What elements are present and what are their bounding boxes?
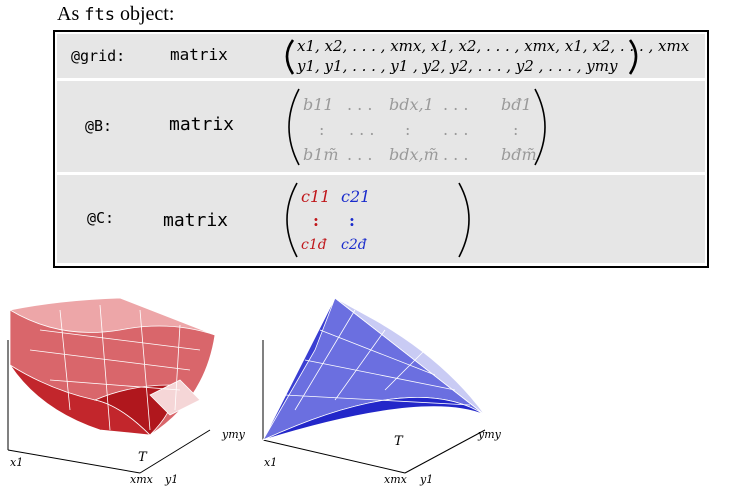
- slot-type-grid: matrix: [170, 45, 228, 64]
- red-plot-label-domain: T: [138, 450, 147, 465]
- slot-name-B: @B:: [85, 117, 113, 135]
- B-cell-3-3: bdx,m̃: [389, 145, 439, 164]
- B-matrix-brackets: [288, 88, 546, 166]
- B-vdots-2-5: :: [513, 120, 519, 139]
- grid-line-x: x1, x2, . . . , xmx, x1, x2, . . . , xmx…: [297, 37, 690, 55]
- C-cell-1-2: c21: [341, 187, 371, 206]
- grid-line-y: y1, y1, . . . , y1 , y2, y2, . . . , y2 …: [297, 57, 618, 75]
- grid-matrix-brackets: [285, 39, 638, 75]
- B-vdots-2-3: :: [405, 120, 411, 139]
- C-cell-3-1: c1đ: [301, 237, 327, 253]
- blue-plot-label-x-start: x1: [264, 456, 278, 469]
- slot-name-C: @C:: [87, 209, 115, 227]
- B-cell-1-1: b11: [303, 95, 334, 114]
- slot-name-grid: @grid:: [71, 47, 126, 65]
- B-vdots-2-1: :: [319, 120, 325, 139]
- red-plot-label-x-end: xmx: [130, 473, 153, 486]
- red-surface-plot: [7, 297, 216, 474]
- C-cell-1-1: c11: [301, 187, 331, 206]
- blue-plot-label-domain: T: [394, 434, 403, 449]
- red-plot-axes: [7, 340, 211, 474]
- slot-type-C: matrix: [163, 210, 229, 231]
- heading-code: fts: [84, 5, 115, 25]
- B-dots-3-2: . . .: [347, 145, 373, 164]
- blue-plot-axes: [262, 340, 486, 474]
- B-dots-1-2: . . .: [347, 95, 373, 114]
- red-plot-label-x-start: x1: [10, 456, 24, 469]
- red-plot-label-y-end: ymy: [222, 428, 245, 441]
- row-grid: @grid: matrix x1, x2, . . . , xmx, x1, x…: [57, 34, 705, 78]
- row-C: @C: matrix c11 c21 : : c1đ c2đ: [57, 175, 705, 263]
- red-plot-label-y-start: y1: [165, 473, 179, 486]
- C-vdots-2-1: :: [313, 211, 319, 230]
- blue-plot-label-y-start: y1: [420, 473, 434, 486]
- blue-surface-mesh: [262, 297, 486, 441]
- fts-slot-table: @grid: matrix x1, x2, . . . , xmx, x1, x…: [53, 30, 709, 268]
- B-cell-3-5: bđm̃: [501, 145, 537, 164]
- C-matrix-brackets: [286, 182, 470, 258]
- C-vdots-2-2: :: [349, 211, 355, 230]
- row-B: @B: matrix b11 . . . bdx,1 . . . bđ1 : .…: [57, 81, 705, 172]
- C-cell-3-2: c2đ: [341, 237, 367, 253]
- heading-prefix: As: [57, 3, 85, 25]
- B-cell-1-5: bđ1: [501, 95, 532, 114]
- B-dots-2-4: . . .: [443, 120, 469, 139]
- blue-plot-label-x-end: xmx: [384, 473, 407, 486]
- B-dots-1-4: . . .: [443, 95, 469, 114]
- blue-plot-label-y-end: ymy: [478, 428, 501, 441]
- B-dots-2-2: . . .: [349, 120, 375, 139]
- heading-suffix: object:: [114, 3, 175, 25]
- section-heading: As fts object:: [57, 3, 174, 26]
- B-cell-1-3: bdx,1: [389, 95, 434, 114]
- B-cell-3-1: b1m̃: [303, 145, 339, 164]
- red-surface-mesh: [8, 297, 216, 436]
- blue-surface-plot: [262, 297, 486, 474]
- B-dots-3-4: . . .: [443, 145, 469, 164]
- slot-type-B: matrix: [169, 114, 235, 135]
